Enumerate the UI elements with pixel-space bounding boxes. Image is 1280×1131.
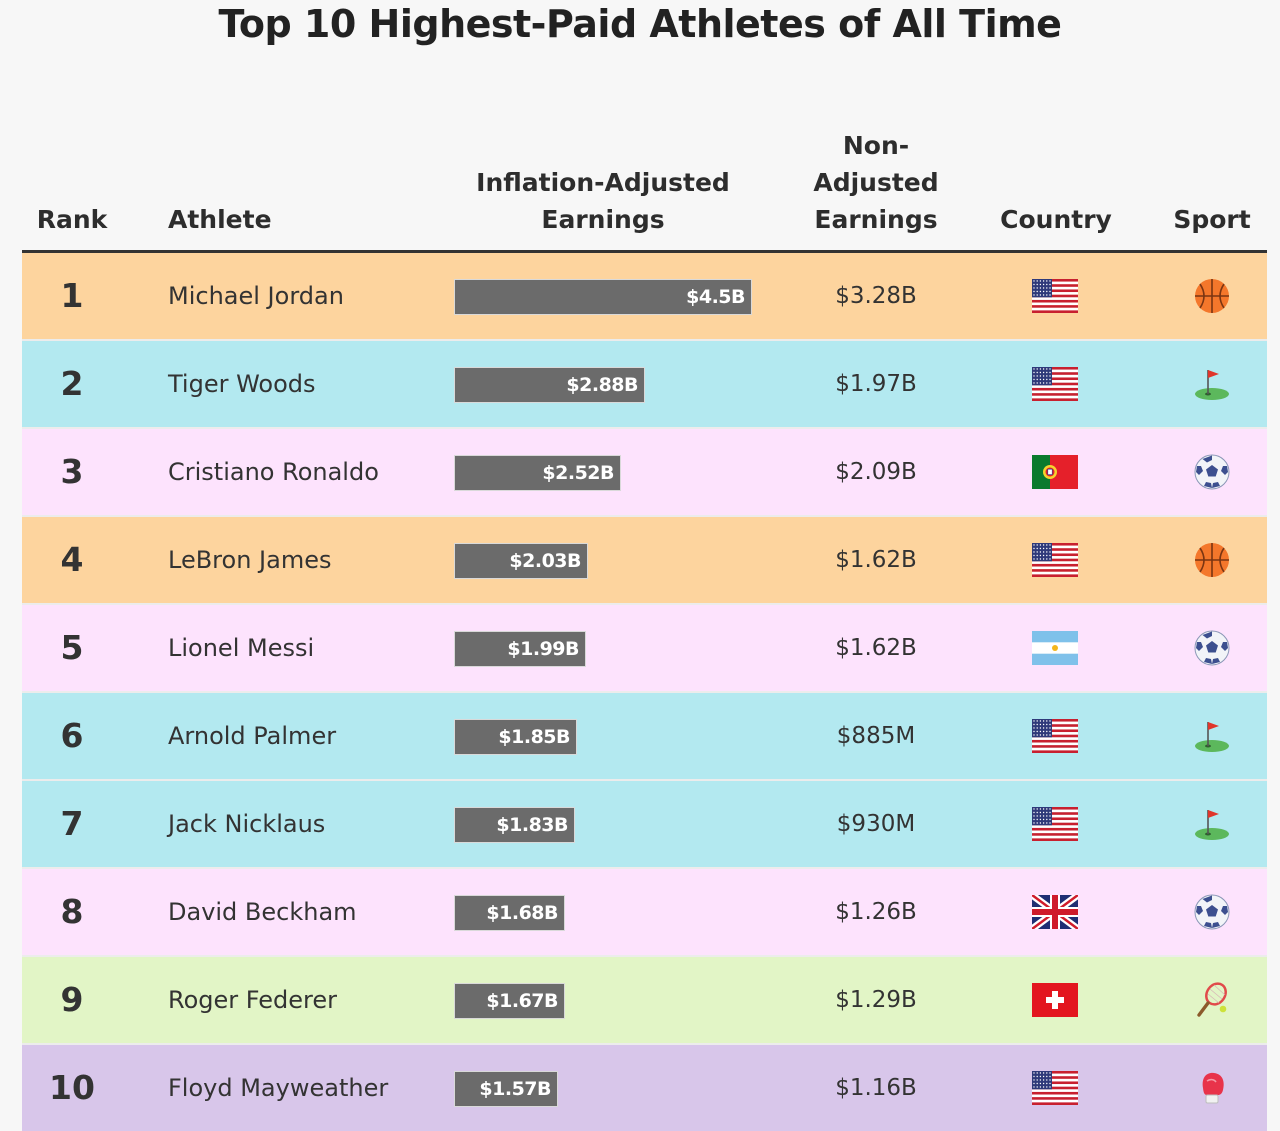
rank-cell: 6 — [60, 716, 84, 755]
table-row: 2 Tiger Woods $2.88B $1.97B — [22, 341, 1267, 429]
inflation-adjusted-bar: $1.67B — [454, 983, 565, 1019]
non-adjusted-earnings: $930M — [836, 811, 916, 837]
non-adjusted-earnings: $885M — [836, 723, 916, 749]
header-non-line2: Adjusted — [813, 168, 939, 197]
inflation-adjusted-label: $1.99B — [507, 638, 579, 660]
switzerland-flag-icon — [1032, 983, 1078, 1017]
inflation-adjusted-bar: $2.03B — [454, 543, 588, 579]
inflation-adjusted-label: $1.67B — [486, 990, 558, 1012]
header-sport: Sport — [1173, 205, 1251, 234]
inflation-adjusted-label: $1.83B — [496, 814, 568, 836]
soccer-ball-icon — [1194, 894, 1230, 930]
header-country: Country — [1000, 205, 1112, 234]
us-flag-icon — [1032, 367, 1078, 402]
table-row: 5 Lionel Messi $1.99B $1.62B — [22, 605, 1267, 693]
golf-icon — [1194, 718, 1230, 754]
athlete-name: David Beckham — [168, 898, 357, 926]
inflation-adjusted-label: $1.68B — [486, 902, 558, 924]
header-rank: Rank — [36, 205, 108, 234]
header-divider — [22, 250, 1267, 253]
rank-cell: 8 — [60, 892, 84, 931]
inflation-adjusted-label: $1.57B — [479, 1078, 551, 1100]
inflation-adjusted-bar: $2.52B — [454, 455, 621, 491]
rank-cell: 9 — [60, 980, 84, 1019]
us-flag-icon — [1032, 1071, 1078, 1106]
boxing-glove-icon — [1194, 1070, 1230, 1106]
us-flag-icon — [1032, 719, 1078, 754]
inflation-adjusted-bar: $1.85B — [454, 719, 577, 755]
rank-cell: 5 — [60, 628, 84, 667]
basketball-icon — [1194, 542, 1230, 578]
inflation-adjusted-bar: $1.83B — [454, 807, 575, 843]
non-adjusted-earnings: $1.62B — [835, 547, 917, 573]
non-adjusted-earnings: $1.16B — [835, 1075, 917, 1101]
table-row: 4 LeBron James $2.03B $1.62B — [22, 517, 1267, 605]
table-row: 3 Cristiano Ronaldo $2.52B $2.09B — [22, 429, 1267, 517]
header-non-line1: Non- — [842, 131, 910, 160]
inflation-adjusted-bar: $1.99B — [454, 631, 586, 667]
athlete-name: Tiger Woods — [168, 370, 316, 398]
golf-icon — [1194, 366, 1230, 402]
athlete-table-body: 1 Michael Jordan $4.5B $3.28B 2 Tiger Woods $2… — [22, 253, 1267, 1131]
rank-cell: 3 — [60, 452, 84, 491]
soccer-ball-icon — [1194, 630, 1230, 666]
athlete-name: Roger Federer — [168, 986, 338, 1014]
non-adjusted-earnings: $2.09B — [835, 459, 917, 485]
non-adjusted-earnings: $3.28B — [835, 283, 917, 309]
inflation-adjusted-label: $4.5B — [686, 286, 745, 308]
rank-cell: 2 — [60, 364, 84, 403]
inflation-adjusted-label: $2.52B — [542, 462, 614, 484]
rank-cell: 10 — [49, 1068, 95, 1107]
inflation-adjusted-label: $2.03B — [509, 550, 581, 572]
table-row: 6 Arnold Palmer $1.85B $885M — [22, 693, 1267, 781]
soccer-ball-icon — [1194, 454, 1230, 490]
athlete-name: Michael Jordan — [168, 282, 344, 310]
us-flag-icon — [1032, 543, 1078, 578]
us-flag-icon — [1032, 279, 1078, 314]
inflation-adjusted-bar: $1.57B — [454, 1071, 558, 1107]
inflation-adjusted-bar: $1.68B — [454, 895, 565, 931]
header-non-adjusted: Non- Adjusted Earnings — [776, 127, 976, 238]
non-adjusted-earnings: $1.26B — [835, 899, 917, 925]
uk-flag-icon — [1029, 892, 1081, 932]
portugal-flag-icon — [1032, 455, 1078, 489]
header-inflation-line1: Inflation-Adjusted — [476, 168, 730, 197]
athlete-name: LeBron James — [168, 546, 332, 574]
table-row: 8 David Beckham $1.68B $1.26B — [22, 869, 1267, 957]
athlete-name: Jack Nicklaus — [168, 810, 326, 838]
chart-title: Top 10 Highest-Paid Athletes of All Time — [218, 2, 1062, 46]
inflation-adjusted-bar: $4.5B — [454, 279, 752, 315]
header-non-line3: Earnings — [814, 205, 938, 234]
golf-icon — [1194, 806, 1230, 842]
athlete-name: Cristiano Ronaldo — [168, 458, 379, 486]
non-adjusted-earnings: $1.62B — [835, 635, 917, 661]
inflation-adjusted-label: $1.85B — [498, 726, 570, 748]
inflation-adjusted-label: $2.88B — [566, 374, 638, 396]
athlete-name: Arnold Palmer — [168, 722, 337, 750]
rank-cell: 7 — [60, 804, 84, 843]
table-row: 1 Michael Jordan $4.5B $3.28B — [22, 253, 1267, 341]
header-inflation-adjusted: Inflation-Adjusted Earnings — [453, 164, 753, 238]
athlete-name: Floyd Mayweather — [168, 1074, 389, 1102]
basketball-icon — [1194, 278, 1230, 314]
argentina-flag-icon — [1032, 631, 1078, 665]
table-row: 9 Roger Federer $1.67B $1.29B — [22, 957, 1267, 1045]
header-inflation-line2: Earnings — [541, 205, 665, 234]
non-adjusted-earnings: $1.29B — [835, 987, 917, 1013]
us-flag-icon — [1032, 807, 1078, 842]
rank-cell: 1 — [60, 276, 84, 315]
athlete-name: Lionel Messi — [168, 634, 315, 662]
tennis-racket-icon — [1194, 982, 1230, 1018]
header-athlete: Athlete — [168, 205, 272, 234]
table-row: 10 Floyd Mayweather $1.57B $1.16B — [22, 1045, 1267, 1131]
table-row: 7 Jack Nicklaus $1.83B $930M — [22, 781, 1267, 869]
rank-cell: 4 — [60, 540, 84, 579]
non-adjusted-earnings: $1.97B — [835, 371, 917, 397]
inflation-adjusted-bar: $2.88B — [454, 367, 645, 403]
